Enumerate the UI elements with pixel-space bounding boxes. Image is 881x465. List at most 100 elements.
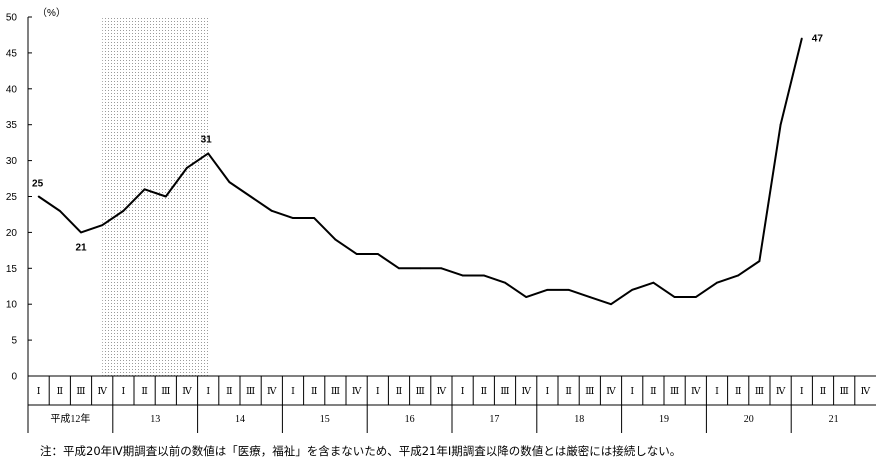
data-label: 25 <box>32 179 44 190</box>
quarter-label: Ⅰ <box>630 387 634 397</box>
data-point <box>525 296 528 298</box>
quarter-label: Ⅰ <box>461 387 465 397</box>
quarter-label: Ⅲ <box>755 387 764 397</box>
y-tick-label: 10 <box>6 300 18 311</box>
data-label: 47 <box>812 34 824 45</box>
quarter-label: Ⅱ <box>481 387 487 397</box>
data-point <box>122 209 125 212</box>
data-point <box>482 274 485 277</box>
quarter-label: Ⅱ <box>57 387 63 397</box>
quarter-label: Ⅱ <box>311 387 317 397</box>
quarter-label: Ⅱ <box>396 387 402 397</box>
quarter-label: Ⅲ <box>246 387 255 397</box>
data-point <box>800 37 803 40</box>
y-tick-label: 20 <box>6 228 18 239</box>
year-label: 17 <box>489 414 499 425</box>
data-label: 21 <box>75 242 87 253</box>
quarter-label: Ⅳ <box>182 387 192 397</box>
year-label: 14 <box>235 414 245 425</box>
quarter-label: Ⅱ <box>650 387 656 397</box>
quarter-label: Ⅳ <box>691 387 701 397</box>
y-tick-label: 15 <box>6 264 18 275</box>
quarter-label: Ⅲ <box>161 387 170 397</box>
y-tick-label: 0 <box>11 372 17 383</box>
line-chart: 0 5 10 15 20 25 30 35 40 45 50 （%） Ⅰ Ⅱ Ⅲ Ⅳ Ⅰ Ⅱ Ⅲ Ⅳ Ⅰ Ⅱ Ⅲ Ⅳ Ⅰ Ⅱ Ⅲ Ⅳ Ⅰ… <box>6 7 876 433</box>
data-point <box>37 195 40 198</box>
quarter-label: Ⅰ <box>715 387 719 397</box>
data-point <box>610 303 612 306</box>
data-point <box>588 296 591 298</box>
year-label: 21 <box>829 414 839 425</box>
data-point <box>758 260 761 263</box>
year-label: 19 <box>659 414 669 425</box>
quarter-label: Ⅲ <box>670 387 679 397</box>
year-label: 20 <box>744 414 754 425</box>
y-axis-label: （%） <box>37 7 66 19</box>
data-point <box>58 209 61 212</box>
quarter-label: Ⅱ <box>141 387 147 397</box>
data-point <box>80 231 82 234</box>
year-label: 16 <box>405 414 415 425</box>
quarter-label: Ⅳ <box>437 387 447 397</box>
data-point <box>504 281 506 284</box>
chart-note: 注：平成20年Ⅳ期調査以前の数値は「医療，福祉」を含まないため、平成21年Ⅰ期調… <box>40 444 682 458</box>
data-point <box>292 217 294 219</box>
quarter-label: Ⅲ <box>840 387 849 397</box>
data-point <box>461 274 464 277</box>
quarter-label: Ⅰ <box>122 387 126 397</box>
quarter-label: Ⅲ <box>331 387 340 397</box>
quarter-label: Ⅱ <box>735 387 741 397</box>
quarter-label: Ⅲ <box>76 387 85 397</box>
y-tick-label: 45 <box>6 48 18 59</box>
data-point <box>355 253 358 255</box>
data-point <box>207 152 210 155</box>
shaded-period <box>102 17 209 376</box>
quarter-label: Ⅱ <box>226 387 232 397</box>
quarter-label: Ⅰ <box>376 387 380 397</box>
quarter-label: Ⅳ <box>97 387 107 397</box>
data-point <box>567 288 570 291</box>
quarter-label: Ⅲ <box>585 387 594 397</box>
y-tick-label: 35 <box>6 120 18 131</box>
year-label: 13 <box>150 414 160 425</box>
quarter-label: Ⅰ <box>206 387 210 397</box>
quarter-label: Ⅰ <box>546 387 550 397</box>
data-point <box>737 274 740 277</box>
data-point <box>313 217 316 219</box>
y-tick-label: 25 <box>6 192 18 203</box>
quarter-label: Ⅲ <box>416 387 425 397</box>
data-point <box>694 296 697 298</box>
quarter-label: Ⅰ <box>37 387 41 397</box>
quarter-label: Ⅲ <box>500 387 509 397</box>
data-point <box>228 181 231 184</box>
data-point <box>143 188 146 191</box>
data-label: 31 <box>201 134 213 145</box>
year-label: 平成12年 <box>50 412 90 425</box>
data-point <box>249 195 252 198</box>
quarter-label: Ⅳ <box>352 387 362 397</box>
quarter-label: Ⅱ <box>565 387 571 397</box>
quarter-label: Ⅳ <box>606 387 616 397</box>
quarter-label: Ⅱ <box>820 387 826 397</box>
quarter-label: Ⅳ <box>521 387 531 397</box>
quarter-label: Ⅰ <box>800 387 804 397</box>
y-tick-label: 5 <box>11 336 17 347</box>
year-label: 18 <box>574 414 584 425</box>
quarter-label: Ⅳ <box>267 387 277 397</box>
data-point <box>164 195 167 198</box>
quarter-label: Ⅳ <box>776 387 786 397</box>
data-point <box>419 267 422 270</box>
data-point <box>631 288 634 291</box>
year-label: 15 <box>320 414 330 425</box>
data-point <box>673 296 676 298</box>
data-point <box>376 253 379 255</box>
data-point <box>270 209 273 212</box>
y-tick-label: 50 <box>6 13 18 24</box>
data-point <box>398 267 400 270</box>
data-point <box>101 224 104 227</box>
data-point <box>186 166 188 169</box>
data-point <box>779 123 782 126</box>
y-tick-label: 30 <box>6 156 18 167</box>
data-point <box>652 281 655 284</box>
data-point <box>716 281 718 284</box>
